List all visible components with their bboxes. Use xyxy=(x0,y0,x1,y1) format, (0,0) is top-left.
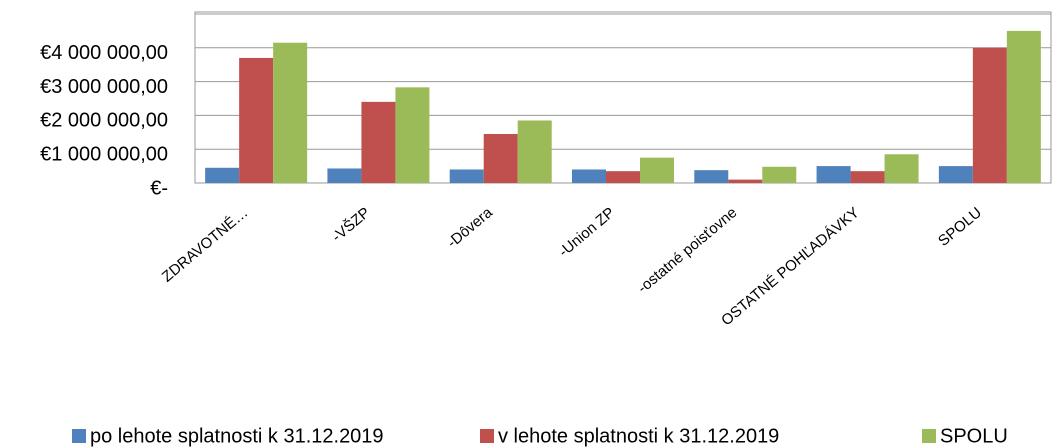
x-tick-label: -Dôvera xyxy=(444,204,496,252)
bar xyxy=(327,168,362,183)
bar xyxy=(239,57,274,183)
bar xyxy=(517,120,552,183)
bar xyxy=(728,179,763,183)
x-tick-label: ZDRAVOTNÉ… xyxy=(159,204,251,285)
bar xyxy=(483,133,518,183)
plot-area xyxy=(194,11,1052,184)
x-tick-label: -VŠZP xyxy=(329,204,374,245)
bar xyxy=(1006,30,1041,184)
bar xyxy=(850,171,885,183)
x-tick-label: -ostatné poisťovne xyxy=(634,204,740,297)
bar xyxy=(572,169,606,183)
bar xyxy=(938,166,973,183)
bar xyxy=(762,166,797,183)
bar xyxy=(884,154,919,183)
bar xyxy=(361,101,396,183)
legend-label: v lehote splatnosti k 31.12.2019 xyxy=(498,425,779,447)
bar xyxy=(816,166,851,183)
bar xyxy=(640,157,674,183)
y-tick-label: €- xyxy=(150,177,168,199)
legend-swatch xyxy=(922,429,936,443)
x-tick-label: SPOLU xyxy=(935,204,985,250)
bar xyxy=(205,167,240,183)
bar xyxy=(606,171,640,183)
bar xyxy=(449,169,484,183)
bar xyxy=(694,170,729,183)
x-tick-label: OSTATNÉ POHĽADÁVKY xyxy=(718,204,863,329)
legend-label: po lehote splatnosti k 31.12.2019 xyxy=(90,425,384,447)
bar xyxy=(395,87,430,183)
legend-swatch xyxy=(72,429,86,443)
legend-label: SPOLU xyxy=(940,425,1008,447)
y-tick-label: €1 000 000,00 xyxy=(40,143,168,165)
y-tick-label: €3 000 000,00 xyxy=(40,76,168,98)
y-tick-label: €2 000 000,00 xyxy=(40,110,168,132)
x-tick-label: -Union ZP xyxy=(555,204,618,260)
bar xyxy=(273,42,308,184)
bar xyxy=(972,47,1007,183)
y-tick-label: €4 000 000,00 xyxy=(40,42,168,64)
legend-swatch xyxy=(480,429,494,443)
